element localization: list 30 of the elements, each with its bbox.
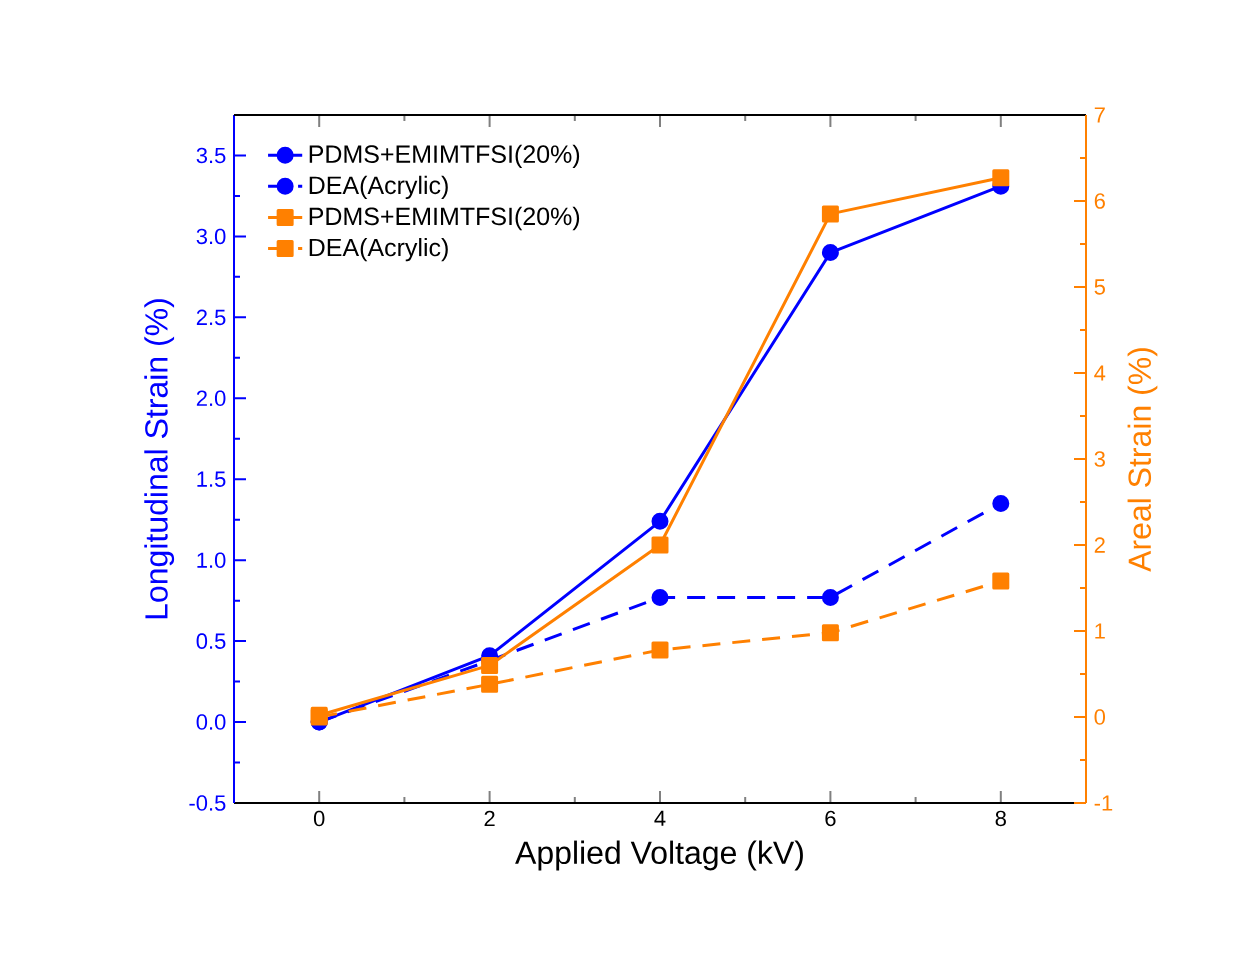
y2-tick-label: 0: [1094, 709, 1106, 725]
y2-tick-label: 5: [1094, 279, 1105, 295]
x-tick-label: 6: [825, 810, 836, 827]
y2-tick-label: 7: [1094, 107, 1105, 123]
y-tick-label: -0.5: [189, 795, 226, 811]
y-tick-label: 1.5: [197, 471, 226, 487]
y-tick-label: 2.0: [196, 390, 226, 407]
x-tick-label: 4: [654, 810, 666, 826]
y-axis-title: Longitudinal Strain (%): [144, 299, 175, 619]
y2-tick-label: 1: [1095, 623, 1105, 639]
y2-tick-label: 3: [1094, 451, 1105, 467]
y2-tick-label: 6: [1094, 193, 1105, 209]
x-tick-label: 0: [313, 810, 325, 827]
y2-tick-label: 4: [1094, 365, 1106, 381]
y-tick-label: 3.5: [196, 147, 226, 164]
legend-label: PDMS+EMIMTFSI(20%): [309, 206, 580, 231]
legend-label: DEA(Acrylic): [309, 237, 448, 262]
y2-tick-label: 2: [1094, 537, 1105, 553]
legend-label: PDMS+EMIMTFSI(20%): [309, 144, 580, 168]
x-tick-label: 8: [995, 810, 1006, 827]
x-axis-title: Applied Voltage (kV): [515, 840, 803, 871]
y-tick-label: 1.0: [197, 552, 226, 568]
y2-axis-title: Areal Strain (%): [1127, 348, 1158, 572]
y-tick-label: 2.5: [196, 309, 226, 326]
legend-label: DEA(Acrylic): [309, 175, 448, 200]
y-tick-label: 3.0: [196, 228, 226, 245]
y2-tick-label: -1: [1094, 795, 1113, 811]
x-tick-label: 2: [484, 810, 495, 827]
y-tick-label: 0.5: [196, 633, 226, 649]
y-tick-label: 0.0: [196, 714, 226, 730]
